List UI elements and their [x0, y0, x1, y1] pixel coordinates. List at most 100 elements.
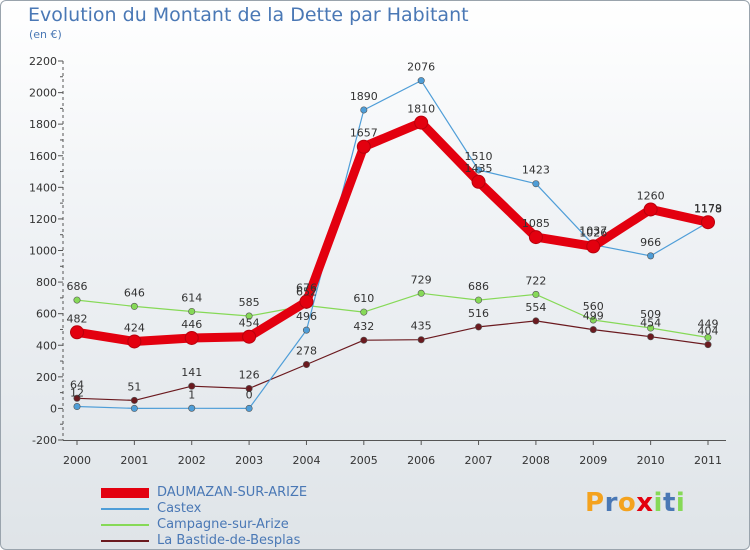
data-label: 1026: [579, 226, 607, 239]
x-tick-label: 2009: [579, 454, 607, 467]
data-point: [360, 308, 368, 316]
data-point: [356, 139, 371, 154]
data-point: [242, 329, 257, 344]
data-label: 482: [67, 312, 88, 325]
data-label: 12: [70, 387, 84, 400]
data-point: [70, 325, 84, 340]
data-label: 1435: [465, 162, 493, 175]
data-point: [528, 230, 543, 245]
data-point: [73, 403, 81, 411]
data-label: 652: [296, 285, 317, 298]
data-point: [532, 317, 540, 325]
data-label: 1179: [694, 202, 722, 215]
y-tick-label: 600: [36, 308, 57, 321]
x-tick-label: 2003: [235, 454, 263, 467]
data-point: [130, 396, 138, 404]
data-label: 496: [296, 310, 317, 323]
proxiti-logo: Proxiti: [585, 488, 686, 518]
y-tick-label: 1000: [29, 245, 57, 258]
chart-subtitle: (en €): [29, 28, 62, 41]
y-tick-label: 400: [36, 339, 57, 352]
legend-label: DAUMAZAN-SUR-ARIZE: [157, 485, 308, 500]
series-line-0: [72, 118, 713, 346]
legend-item: Campagne-sur-Arize: [101, 517, 361, 533]
data-label: 516: [468, 307, 489, 320]
x-tick-label: 2007: [465, 454, 493, 467]
data-label: 966: [640, 236, 661, 249]
data-point: [188, 382, 196, 390]
legend-swatch: [101, 540, 149, 542]
data-label: 610: [353, 292, 374, 305]
data-label: 729: [411, 273, 432, 286]
data-label: 1510: [465, 150, 493, 163]
legend-label: Castex: [157, 501, 202, 516]
data-point: [647, 333, 655, 341]
x-tick-label: 2011: [694, 454, 722, 467]
data-label: 646: [124, 286, 145, 299]
data-label: 1037: [579, 225, 607, 238]
data-point: [245, 385, 253, 393]
data-point: [245, 404, 253, 412]
y-tick-label: 1800: [29, 118, 57, 131]
data-point: [704, 341, 712, 349]
data-label: 424: [124, 321, 145, 334]
x-tick-label: 2001: [120, 454, 148, 467]
legend-swatch: [101, 508, 149, 510]
data-point: [302, 326, 310, 334]
data-label: 1178: [694, 202, 722, 215]
data-label: 686: [67, 280, 88, 293]
data-point: [475, 296, 483, 304]
data-point: [532, 180, 540, 188]
data-point: [475, 166, 483, 174]
data-label: 1423: [522, 164, 550, 177]
legend-label: Campagne-sur-Arize: [157, 517, 289, 532]
data-label: 141: [181, 366, 202, 379]
data-label: 1810: [407, 103, 435, 116]
data-label: 2076: [407, 61, 435, 74]
data-point: [73, 394, 81, 402]
data-label: 560: [583, 300, 604, 313]
y-tick-label: 2000: [29, 87, 57, 100]
data-point: [417, 77, 425, 85]
data-label: 51: [127, 380, 141, 393]
series-line-1: [76, 79, 709, 409]
y-tick-label: 200: [36, 371, 57, 384]
data-point: [643, 202, 658, 217]
series-line-2: [76, 292, 709, 339]
data-point: [299, 294, 314, 309]
legend-item: La Bastide-de-Besplas: [101, 533, 361, 549]
data-point: [704, 334, 712, 342]
y-tick-label: 2200: [29, 55, 57, 68]
data-point: [475, 323, 483, 331]
y-tick-label: 0: [50, 402, 57, 415]
data-label: 454: [640, 317, 661, 330]
data-point: [647, 252, 655, 260]
data-point: [701, 215, 715, 230]
data-label: 722: [525, 274, 546, 287]
data-point: [417, 336, 425, 344]
data-point: [73, 296, 81, 304]
data-label: 614: [181, 291, 202, 304]
chart-title: Evolution du Montant de la Dette par Hab…: [28, 4, 469, 26]
x-tick-label: 2008: [522, 454, 550, 467]
y-tick-label: 1600: [29, 150, 57, 163]
data-label: 554: [525, 301, 546, 314]
data-point: [471, 174, 486, 189]
legend-swatch: [101, 524, 149, 526]
series-line-3: [76, 320, 709, 401]
data-label: 446: [181, 318, 202, 331]
data-point: [589, 316, 597, 324]
data-label: 449: [698, 318, 719, 331]
legend-swatch: [101, 488, 149, 498]
legend-item: DAUMAZAN-SUR-ARIZE: [101, 485, 361, 501]
data-label: 64: [70, 378, 84, 391]
y-tick-label: -200: [32, 434, 57, 447]
x-tick-label: 2002: [178, 454, 206, 467]
data-label: 676: [296, 282, 317, 295]
y-tick-label: 800: [36, 276, 57, 289]
data-label: 499: [583, 310, 604, 323]
data-label: 278: [296, 345, 317, 358]
data-label: 1657: [350, 127, 378, 140]
data-point: [417, 289, 425, 297]
data-point: [647, 324, 655, 332]
